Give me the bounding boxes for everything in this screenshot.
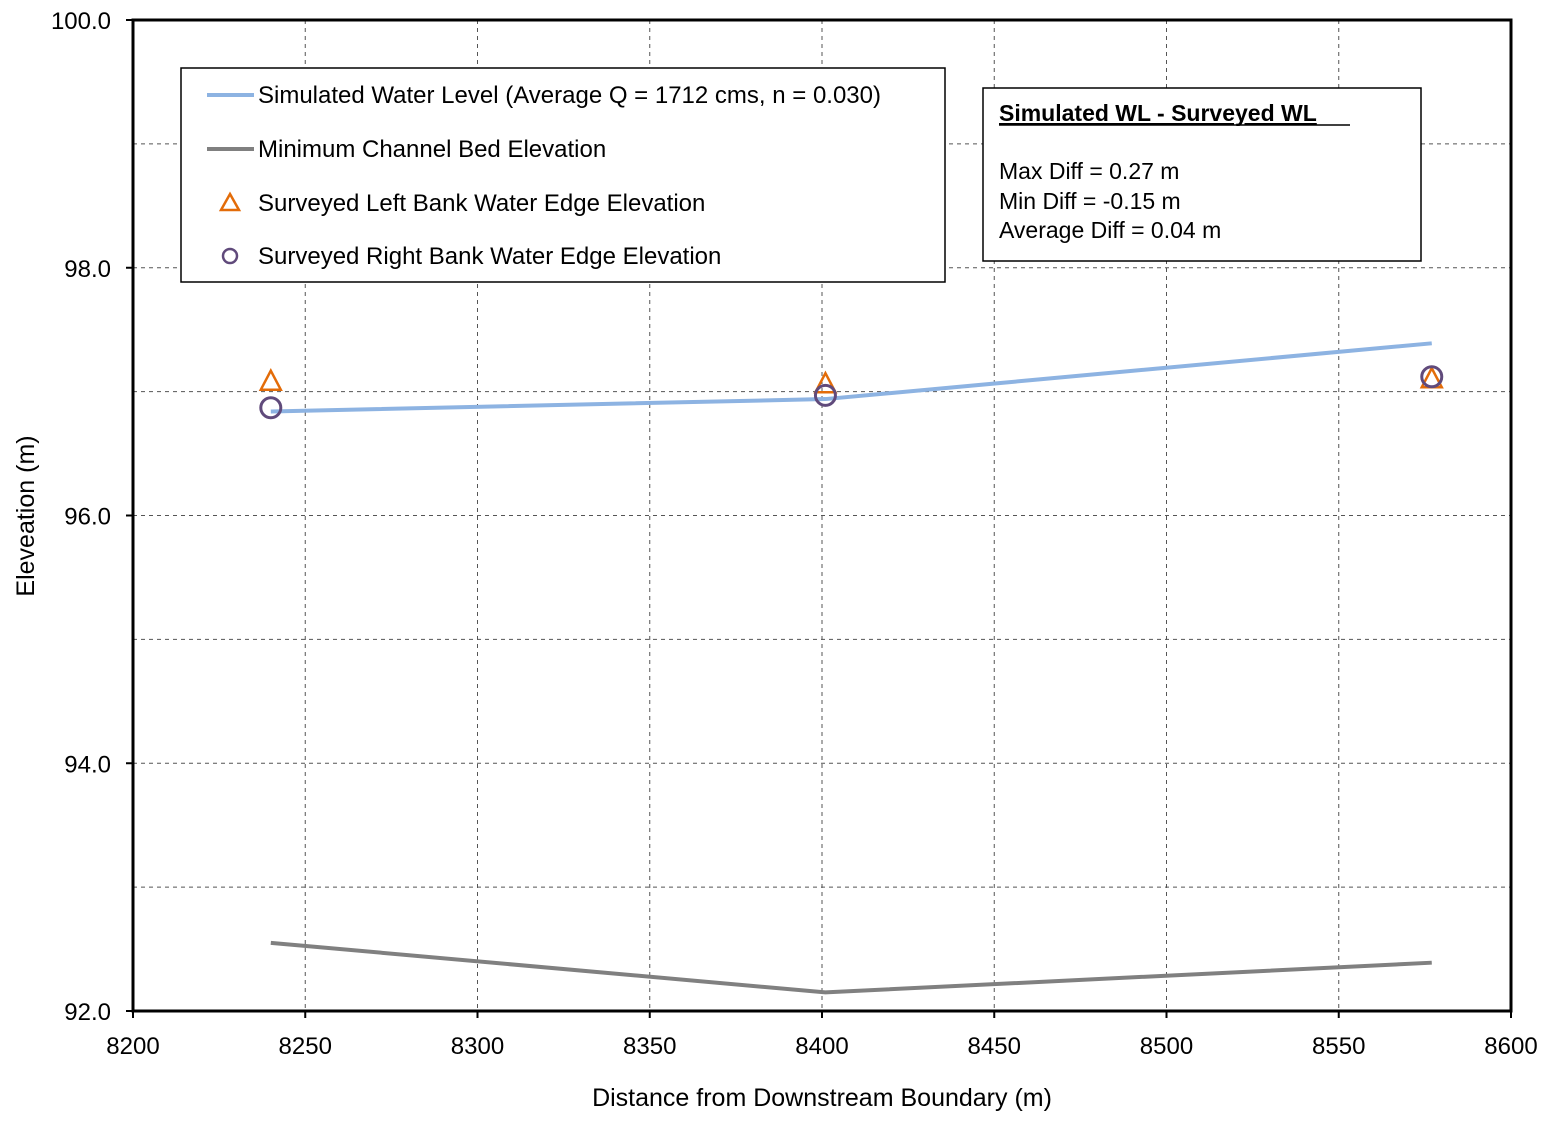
legend-label-min-channel-bed: Minimum Channel Bed Elevation	[258, 136, 606, 163]
min-diff-text: Min Diff = -0.15 m	[999, 188, 1181, 214]
difference-box-title: Simulated WL - Surveyed WL	[999, 100, 1317, 126]
x-tick-label: 8500	[1140, 1033, 1193, 1060]
y-tick-label: 94.0	[64, 751, 111, 778]
x-tick-label: 8200	[106, 1033, 159, 1060]
y-tick-label: 92.0	[64, 999, 111, 1026]
series-layer	[258, 341, 1444, 995]
y-tick-label: 98.0	[64, 256, 111, 283]
legend-label-right-bank: Surveyed Right Bank Water Edge Elevation	[258, 243, 721, 270]
x-tick-label: 8550	[1312, 1033, 1365, 1060]
tick-layer: 8200 8250 8300 8350 8400 8450 8500 8550 8600 92.0…	[51, 8, 1538, 1060]
x-tick-label: 8350	[623, 1033, 676, 1060]
y-tick-label: 100.0	[51, 8, 111, 35]
x-tick-label: 8600	[1484, 1033, 1537, 1060]
legend-label-simulated-water-level: Simulated Water Level (Average Q = 1712 …	[258, 82, 881, 109]
y-axis-title: Eleveation (m)	[12, 435, 40, 596]
average-diff-text: Average Diff = 0.04 m	[999, 217, 1221, 243]
legend-swatch-right-bank-circle	[221, 247, 239, 265]
difference-summary-box: Simulated WL - Surveyed WL Max Diff = 0.…	[982, 87, 1422, 262]
right-bank-circle-marker	[813, 383, 837, 407]
right-bank-circle-marker	[1420, 365, 1444, 389]
difference-box-frame	[982, 87, 1422, 262]
legend-label-left-bank: Surveyed Left Bank Water Edge Elevation	[258, 190, 705, 217]
legend: Simulated Water Level (Average Q = 1712 …	[180, 67, 946, 283]
left-bank-triangle-marker	[258, 368, 283, 391]
simulated-water-level-line	[270, 341, 1432, 414]
x-axis-title: Distance from Downstream Boundary (m)	[592, 1084, 1052, 1112]
x-tick-label: 8400	[795, 1033, 848, 1060]
legend-box	[180, 67, 946, 283]
y-tick-label: 96.0	[64, 504, 111, 531]
left-bank-triangle-marker	[813, 370, 838, 394]
legend-swatch-left-bank-triangle	[218, 191, 242, 212]
x-tick-label: 8450	[968, 1033, 1021, 1060]
right-bank-circle-marker	[259, 396, 283, 420]
x-tick-label: 8300	[451, 1033, 504, 1060]
max-diff-text: Max Diff = 0.27 m	[999, 158, 1179, 184]
x-tick-label: 8250	[279, 1033, 332, 1060]
min-channel-bed-line	[270, 940, 1432, 995]
